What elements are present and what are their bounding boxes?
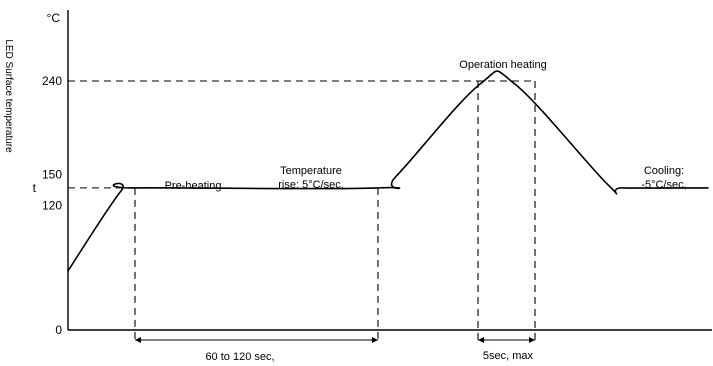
peak-arrowhead-left — [478, 337, 484, 343]
annotation-temperature-rise-line-1: Temperature — [280, 165, 342, 177]
labels-layer: °C LED Surface temperature 240 150 120 0 t Pre-… — [3, 11, 687, 363]
preheat-arrowhead-left — [135, 337, 141, 343]
annotation-temperature-rise-line-2: rise: 5°C/sec, — [278, 179, 344, 191]
annotation-preheating-line-1: Pre-heating — [165, 180, 222, 192]
series-layer — [67, 70, 709, 272]
y-tick-label-150: 150 — [42, 167, 62, 181]
preheat-arrowhead-right — [372, 337, 378, 343]
axes-layer — [67, 10, 712, 331]
temperature-profile-line — [67, 70, 709, 272]
y-tick-label-240: 240 — [42, 74, 62, 88]
peak-arrowhead-right — [529, 337, 535, 343]
y-tick-label-0: 0 — [55, 323, 62, 337]
y-unit-label: °C — [47, 11, 61, 25]
duration-arrows-layer — [135, 337, 535, 343]
annotation-peak-duration-line-1: 5sec, max — [483, 350, 534, 362]
annotation-cooling-line-2: -5°C/sec, — [641, 179, 686, 191]
y-tick-label-120: 120 — [42, 199, 62, 213]
annotation-operation-heating-line-1: Operation heating — [459, 59, 546, 71]
reference-lines-layer — [68, 80, 536, 344]
annotation-preheat-duration-line-1: 60 to 120 sec, — [205, 351, 274, 363]
y-axis-label: LED Surface temperature — [3, 39, 14, 153]
y-tick-label-hold: t — [33, 181, 37, 195]
annotation-cooling-line-1: Cooling: — [644, 165, 684, 177]
